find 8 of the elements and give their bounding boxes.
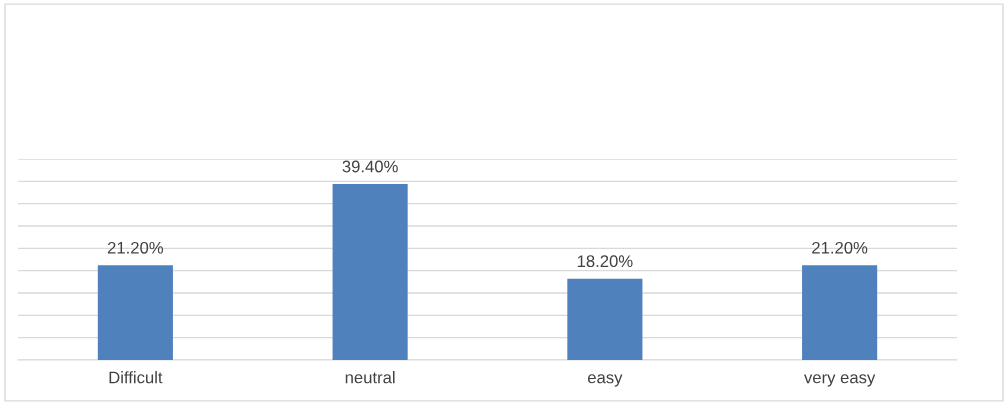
data-label: 18.20%: [577, 255, 633, 268]
x-tick-label: very easy: [804, 374, 876, 387]
data-label: 39.40%: [342, 160, 398, 173]
x-tick-label: neutral: [345, 371, 395, 384]
x-tick-label: Difficult: [109, 371, 163, 384]
x-tick-label: easy: [587, 374, 623, 387]
data-label: 21.20%: [107, 241, 164, 254]
data-label: 21.20%: [812, 241, 868, 254]
